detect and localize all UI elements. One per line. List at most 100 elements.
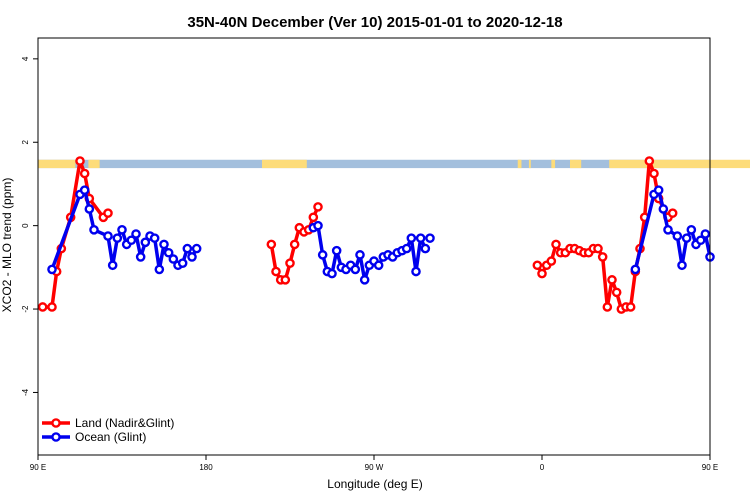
y-axis-label: XCO2 - MLO trend (ppm) [0, 178, 14, 313]
legend-marker [51, 432, 61, 442]
data-point [658, 204, 669, 214]
y-tick-label: -4 [21, 388, 30, 396]
data-point [285, 258, 295, 268]
data-point [700, 229, 711, 239]
data-point [79, 168, 90, 179]
x-tick-label: 90 E [702, 463, 718, 472]
y-tick-label: -2 [21, 305, 30, 313]
data-point [308, 212, 319, 223]
data-point [546, 256, 557, 266]
landmask-strip [38, 159, 750, 169]
data-point [163, 247, 174, 258]
data-point [313, 220, 323, 231]
data-point [677, 260, 687, 271]
x-axis: 90 E 180 90 W 0 90 E [30, 455, 718, 472]
land-strip-segment [609, 159, 750, 169]
legend-label: Land (Nadir&Glint) [75, 416, 174, 430]
data-point [177, 258, 188, 268]
data-point [406, 233, 417, 243]
data-point [140, 237, 151, 248]
data-point [313, 202, 323, 212]
data-point [551, 239, 561, 250]
series-line [535, 159, 674, 311]
data-point [597, 252, 608, 262]
data-point [331, 245, 342, 256]
data-point [187, 252, 197, 262]
data-point [154, 264, 165, 275]
data-point [126, 235, 137, 246]
data-point [135, 252, 146, 262]
data-point [602, 302, 613, 312]
land-strip-segment [517, 159, 522, 169]
data-point [79, 185, 90, 196]
data-point [373, 260, 384, 271]
data-point [630, 264, 641, 275]
data-point [695, 235, 706, 246]
data-point [75, 156, 85, 166]
data-point [686, 225, 697, 235]
legend-marker [51, 418, 61, 428]
data-point [168, 254, 179, 264]
data-point [667, 208, 678, 218]
y-tick-label: 4 [21, 56, 30, 61]
data-point [350, 264, 361, 275]
y-tick-label: 0 [21, 223, 30, 228]
data-point [84, 204, 95, 214]
x-axis-label: Longitude (deg E) [327, 477, 422, 491]
x-tick-label: 90 W [365, 463, 384, 472]
data-point [149, 233, 160, 243]
data-point [359, 275, 370, 285]
data-point [317, 250, 328, 260]
data-point [355, 250, 365, 260]
x-tick-label: 90 E [30, 463, 46, 472]
ocean-strip [38, 159, 710, 169]
data-point [107, 260, 118, 271]
legend-label: Ocean (Glint) [75, 430, 146, 444]
series-layer [37, 156, 715, 314]
data-point [182, 243, 193, 254]
data-point [415, 233, 426, 243]
data-point [271, 266, 281, 277]
land-strip-segment [38, 159, 76, 169]
data-point [649, 168, 659, 179]
data-point [537, 268, 547, 279]
series-ocean [47, 185, 715, 285]
data-point [425, 233, 435, 243]
chart-title: 35N-40N December (Ver 10) 2015-01-01 to … [187, 14, 562, 31]
data-point [625, 302, 636, 312]
legend: Land (Nadir&Glint)Ocean (Glint) [42, 416, 174, 444]
data-point [644, 156, 655, 166]
data-point [401, 243, 412, 254]
data-point [191, 243, 202, 254]
data-point [266, 239, 277, 250]
data-point [289, 239, 300, 250]
data-point [653, 185, 664, 196]
data-point [593, 243, 603, 254]
x-tick-label: 0 [540, 463, 545, 472]
data-point [611, 287, 622, 298]
data-point [607, 275, 617, 285]
data-point [117, 225, 127, 235]
data-point [47, 264, 57, 275]
data-point [672, 231, 683, 241]
land-strip-segment [570, 159, 582, 169]
data-point [663, 225, 673, 235]
data-point [131, 229, 141, 239]
data-point [159, 239, 169, 250]
data-point [420, 243, 431, 254]
data-point [280, 275, 291, 285]
land-strip-segment [551, 159, 556, 169]
land-strip-segment [88, 159, 100, 169]
land-strip-segment [262, 159, 307, 169]
y-tick-label: 2 [21, 139, 30, 144]
data-point [103, 231, 113, 241]
data-point [112, 233, 123, 243]
series-line [42, 159, 110, 309]
data-point [37, 302, 48, 312]
data-point [103, 208, 113, 218]
data-point [681, 233, 692, 243]
data-point [411, 266, 421, 277]
x-tick-label: 180 [199, 463, 213, 472]
land-strip-segment [528, 159, 531, 169]
